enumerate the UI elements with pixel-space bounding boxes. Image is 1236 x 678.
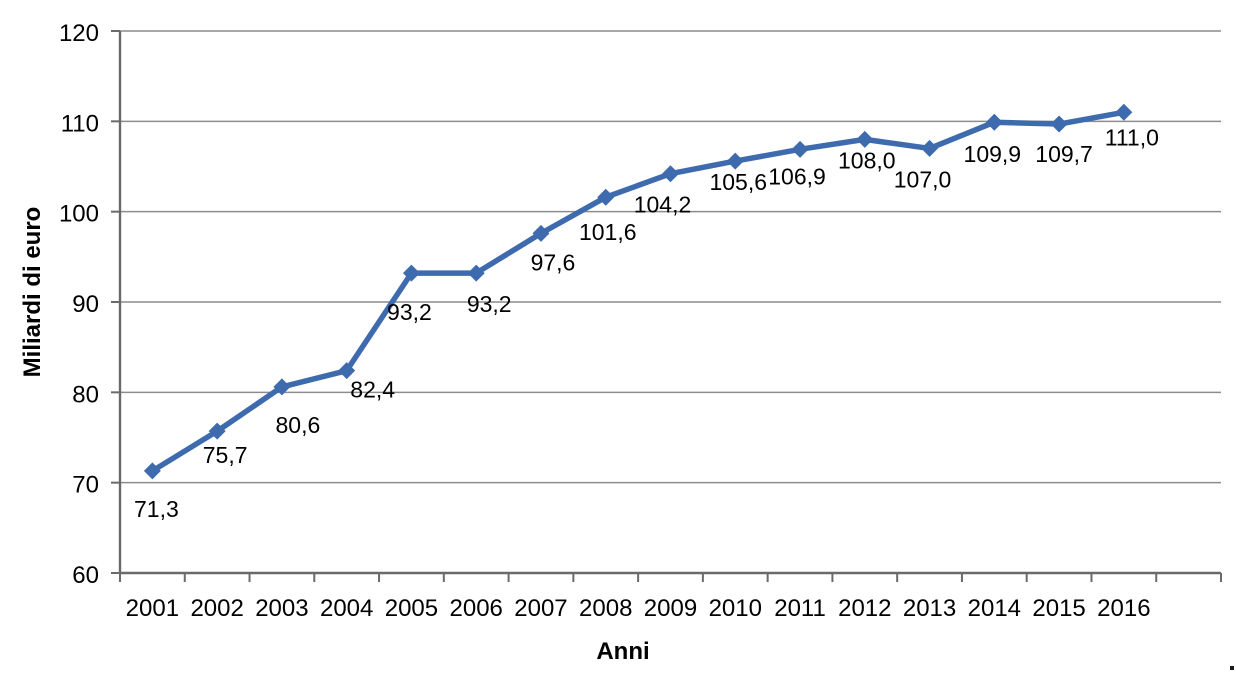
data-label: 105,6: [709, 169, 767, 195]
x-tick-label: 2005: [385, 595, 438, 622]
chart-generated-layer: 60 70 80 90 100 110 120 2001 2002 2003 2004 2005 200…: [59, 20, 1222, 622]
data-label: 104,2: [634, 192, 692, 218]
y-tick-label: 90: [72, 291, 99, 318]
data-point-marker: [338, 362, 356, 380]
data-point-marker: [791, 140, 809, 158]
data-point-marker: [402, 264, 420, 282]
data-point-marker: [143, 462, 161, 480]
data-label: 93,2: [467, 291, 512, 317]
data-label: 80,6: [276, 412, 321, 438]
x-tick-label: 2007: [514, 595, 567, 622]
data-point-marker: [1115, 103, 1133, 121]
x-tick-label: 2011: [774, 595, 826, 622]
y-axis-title: Miliardi di euro: [19, 207, 46, 378]
data-point-marker: [856, 130, 874, 148]
x-tick-label: 2009: [644, 595, 697, 622]
x-tick-label: 2012: [838, 595, 891, 622]
data-label: 82,4: [350, 377, 395, 403]
data-point-marker: [273, 378, 291, 396]
x-tick-label: 2004: [320, 595, 373, 622]
data-label: 111,0: [1105, 124, 1159, 150]
x-tick-label: 2008: [579, 595, 632, 622]
x-tick-label: 2013: [903, 595, 956, 622]
data-label: 97,6: [531, 249, 576, 275]
x-tick-label: 2016: [1097, 595, 1150, 622]
data-label: 106,9: [768, 163, 826, 189]
data-label: 75,7: [203, 442, 248, 468]
x-tick-label: 2001: [126, 595, 179, 622]
data-label: 108,0: [838, 147, 896, 173]
x-tick-label: 2015: [1032, 595, 1085, 622]
data-point-marker: [1050, 115, 1068, 133]
series-line: [149, 109, 1127, 474]
data-label: 109,9: [964, 141, 1022, 167]
data-point-marker: [597, 188, 615, 206]
data-point-marker: [208, 422, 226, 440]
y-tick-label: 70: [72, 472, 99, 499]
y-tick-label: 80: [72, 381, 99, 408]
data-point-marker: [921, 139, 939, 157]
data-point-marker: [467, 264, 485, 282]
corner-artifact-dot: [1230, 666, 1234, 670]
data-label: 101,6: [579, 219, 637, 245]
x-tick-label: 2006: [450, 595, 503, 622]
y-tick-label: 60: [72, 562, 99, 589]
data-point-marker: [985, 113, 1003, 131]
y-tick-label: 120: [59, 20, 99, 47]
x-tick-label: 2010: [709, 595, 762, 622]
data-label: 109,7: [1035, 141, 1093, 167]
x-tick-label: 2002: [190, 595, 243, 622]
data-point-marker: [532, 224, 550, 242]
data-label: 71,3: [134, 496, 179, 522]
x-tick-label: 2014: [968, 595, 1021, 622]
x-axis-title: Anni: [596, 638, 649, 665]
data-point-marker: [726, 152, 744, 170]
data-label: 107,0: [894, 166, 952, 192]
y-tick-label: 110: [61, 110, 99, 137]
x-tick-label: 2003: [255, 595, 308, 622]
data-label: 93,2: [387, 299, 432, 325]
y-tick-label: 100: [59, 201, 99, 228]
data-point-marker: [662, 165, 679, 183]
